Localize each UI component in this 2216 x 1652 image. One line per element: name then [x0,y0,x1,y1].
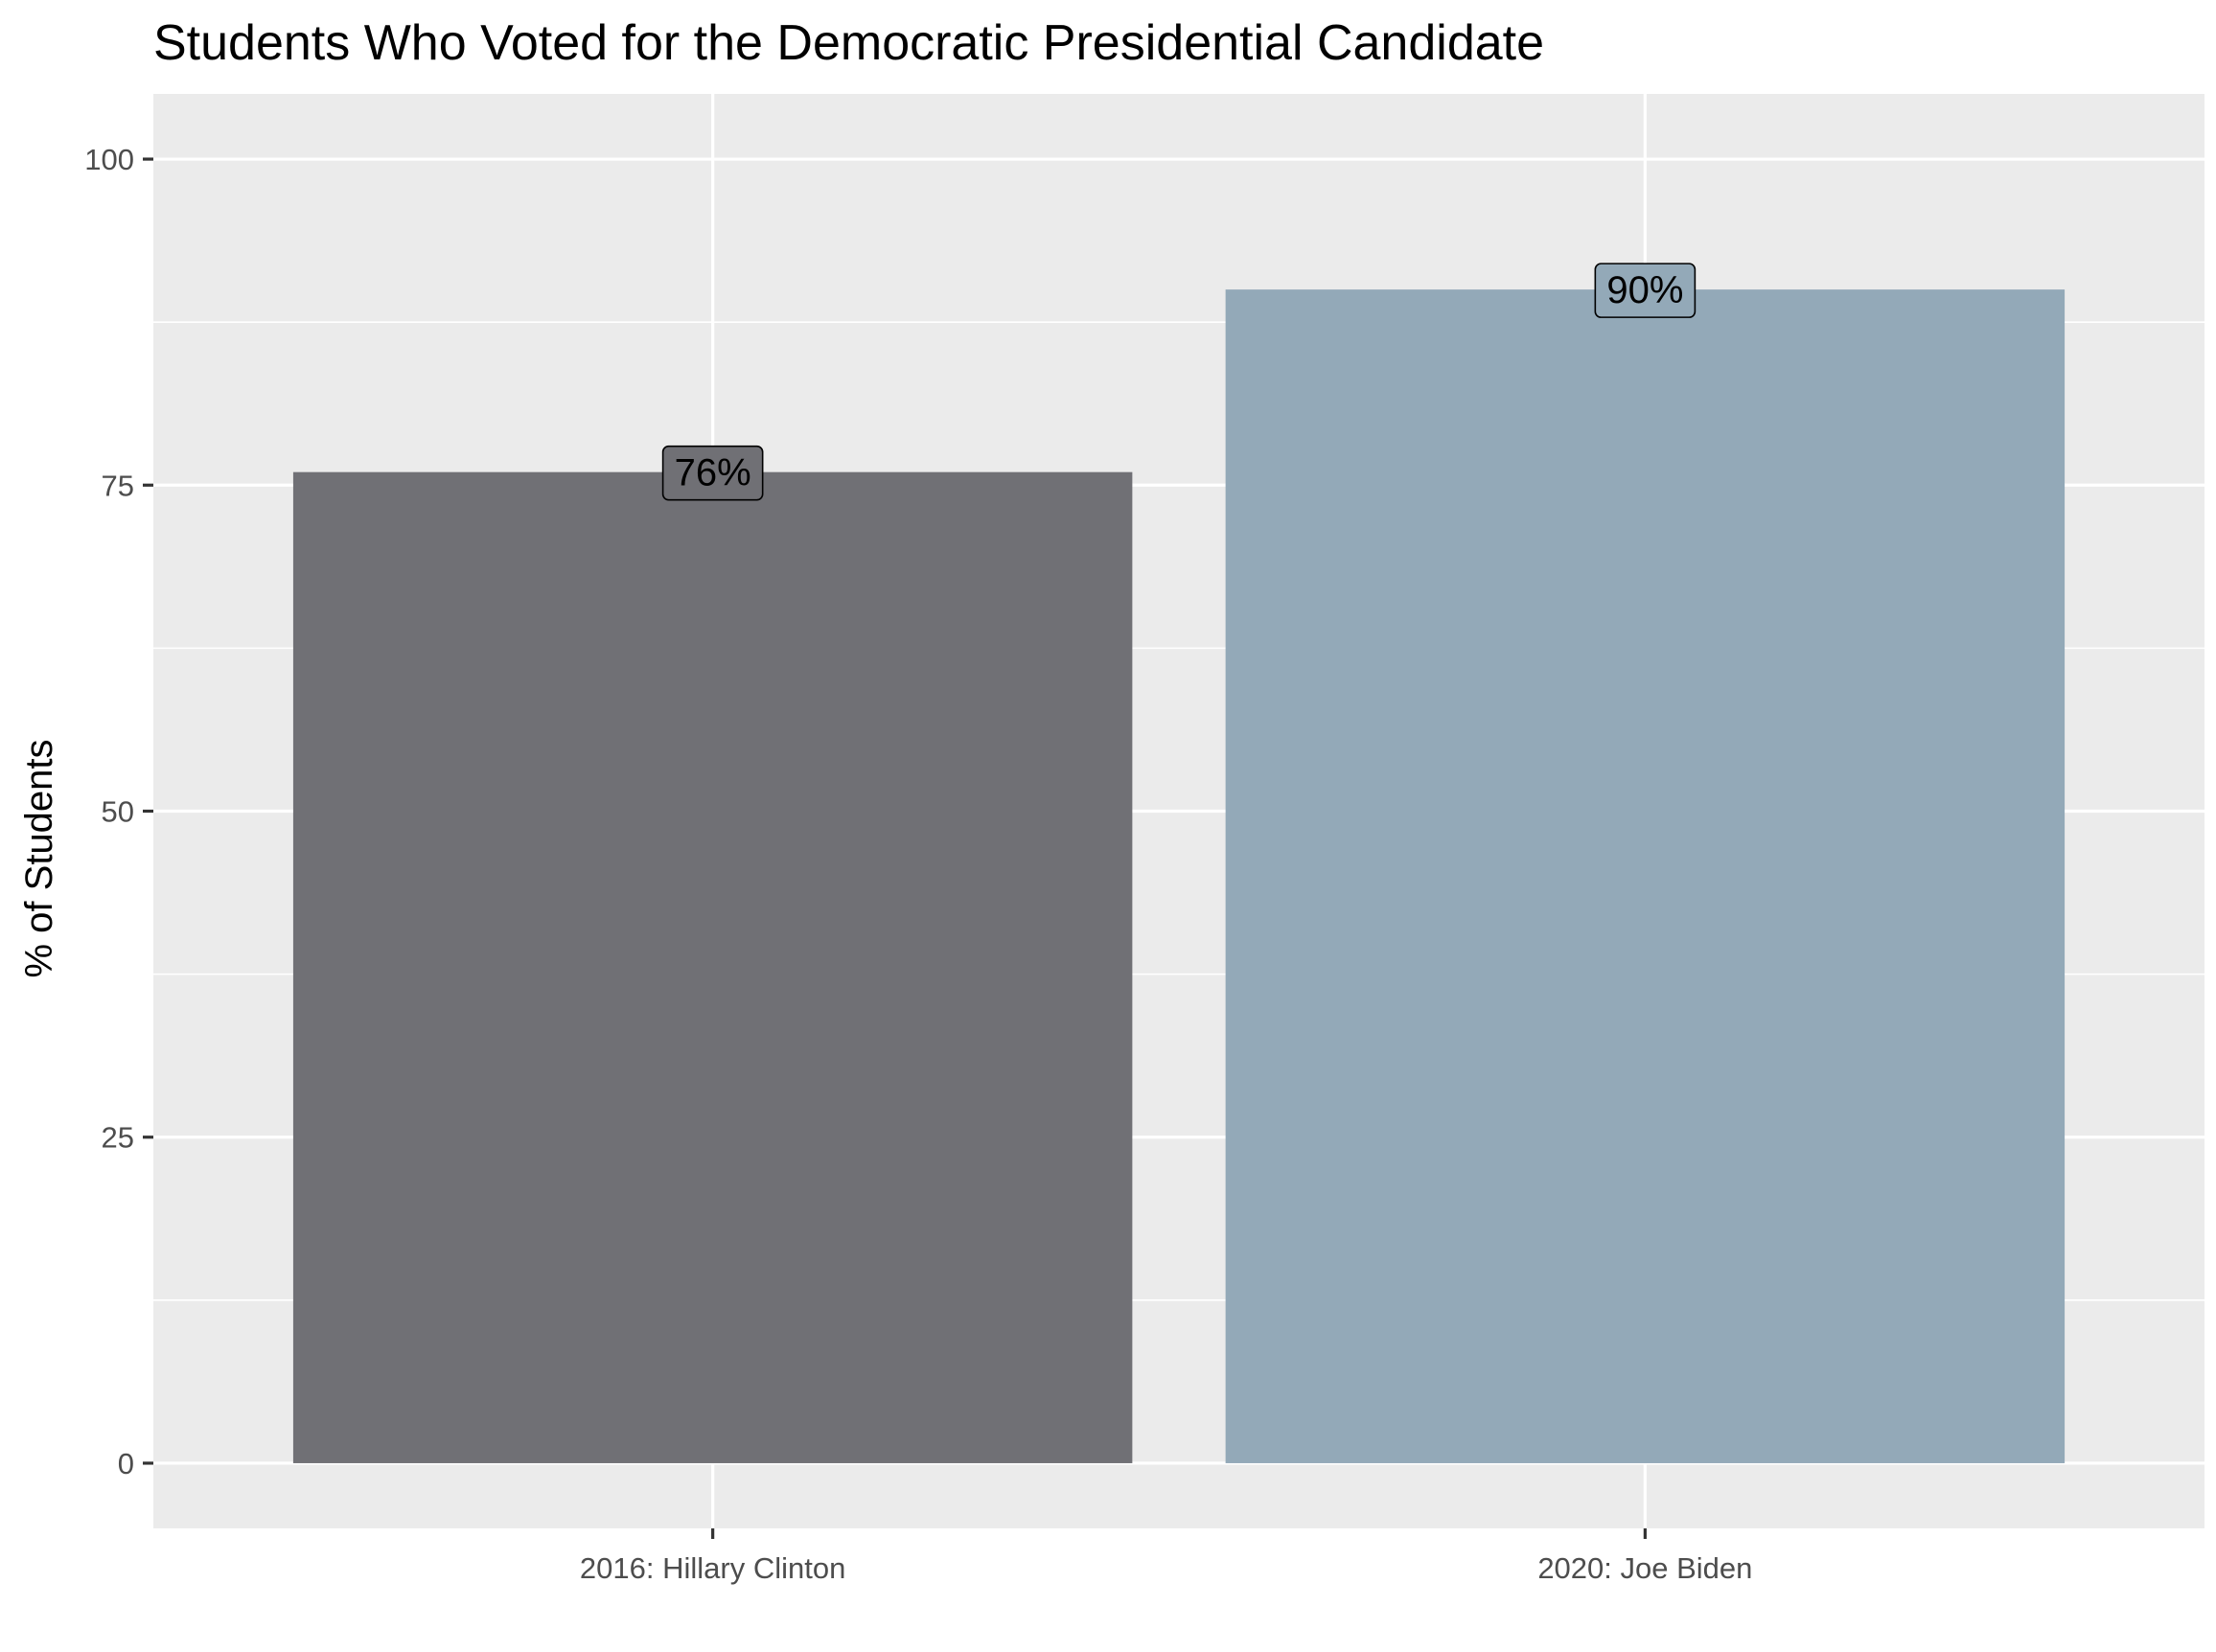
bar [1225,289,2066,1463]
data-labels: 76% 90% [661,263,1697,501]
x-tick-label: 2020: Joe Biden [1537,1551,1752,1585]
data-label-box [1594,263,1697,318]
bars [292,289,2066,1463]
data-label: 90% [1594,263,1697,318]
y-tick-label: 0 [118,1447,134,1480]
chart-title: Students Who Voted for the Democratic Pr… [153,15,1544,71]
axes: 0 25 50 75 100 2016: Hillary Clinton 2020: Joe… [84,143,1752,1585]
data-label-text: 76% [675,452,751,494]
bar [292,471,1133,1463]
data-label-box [661,445,764,501]
x-tick-label: 2016: Hillary Clinton [580,1551,845,1585]
y-tick-label: 100 [84,143,134,176]
y-tick-label: 25 [102,1121,134,1155]
y-tick-label: 75 [102,469,134,502]
y-tick-label: 50 [102,795,134,829]
data-label: 76% [661,445,764,501]
data-label-text: 90% [1606,269,1683,311]
y-axis-title: % of Students [18,739,60,977]
